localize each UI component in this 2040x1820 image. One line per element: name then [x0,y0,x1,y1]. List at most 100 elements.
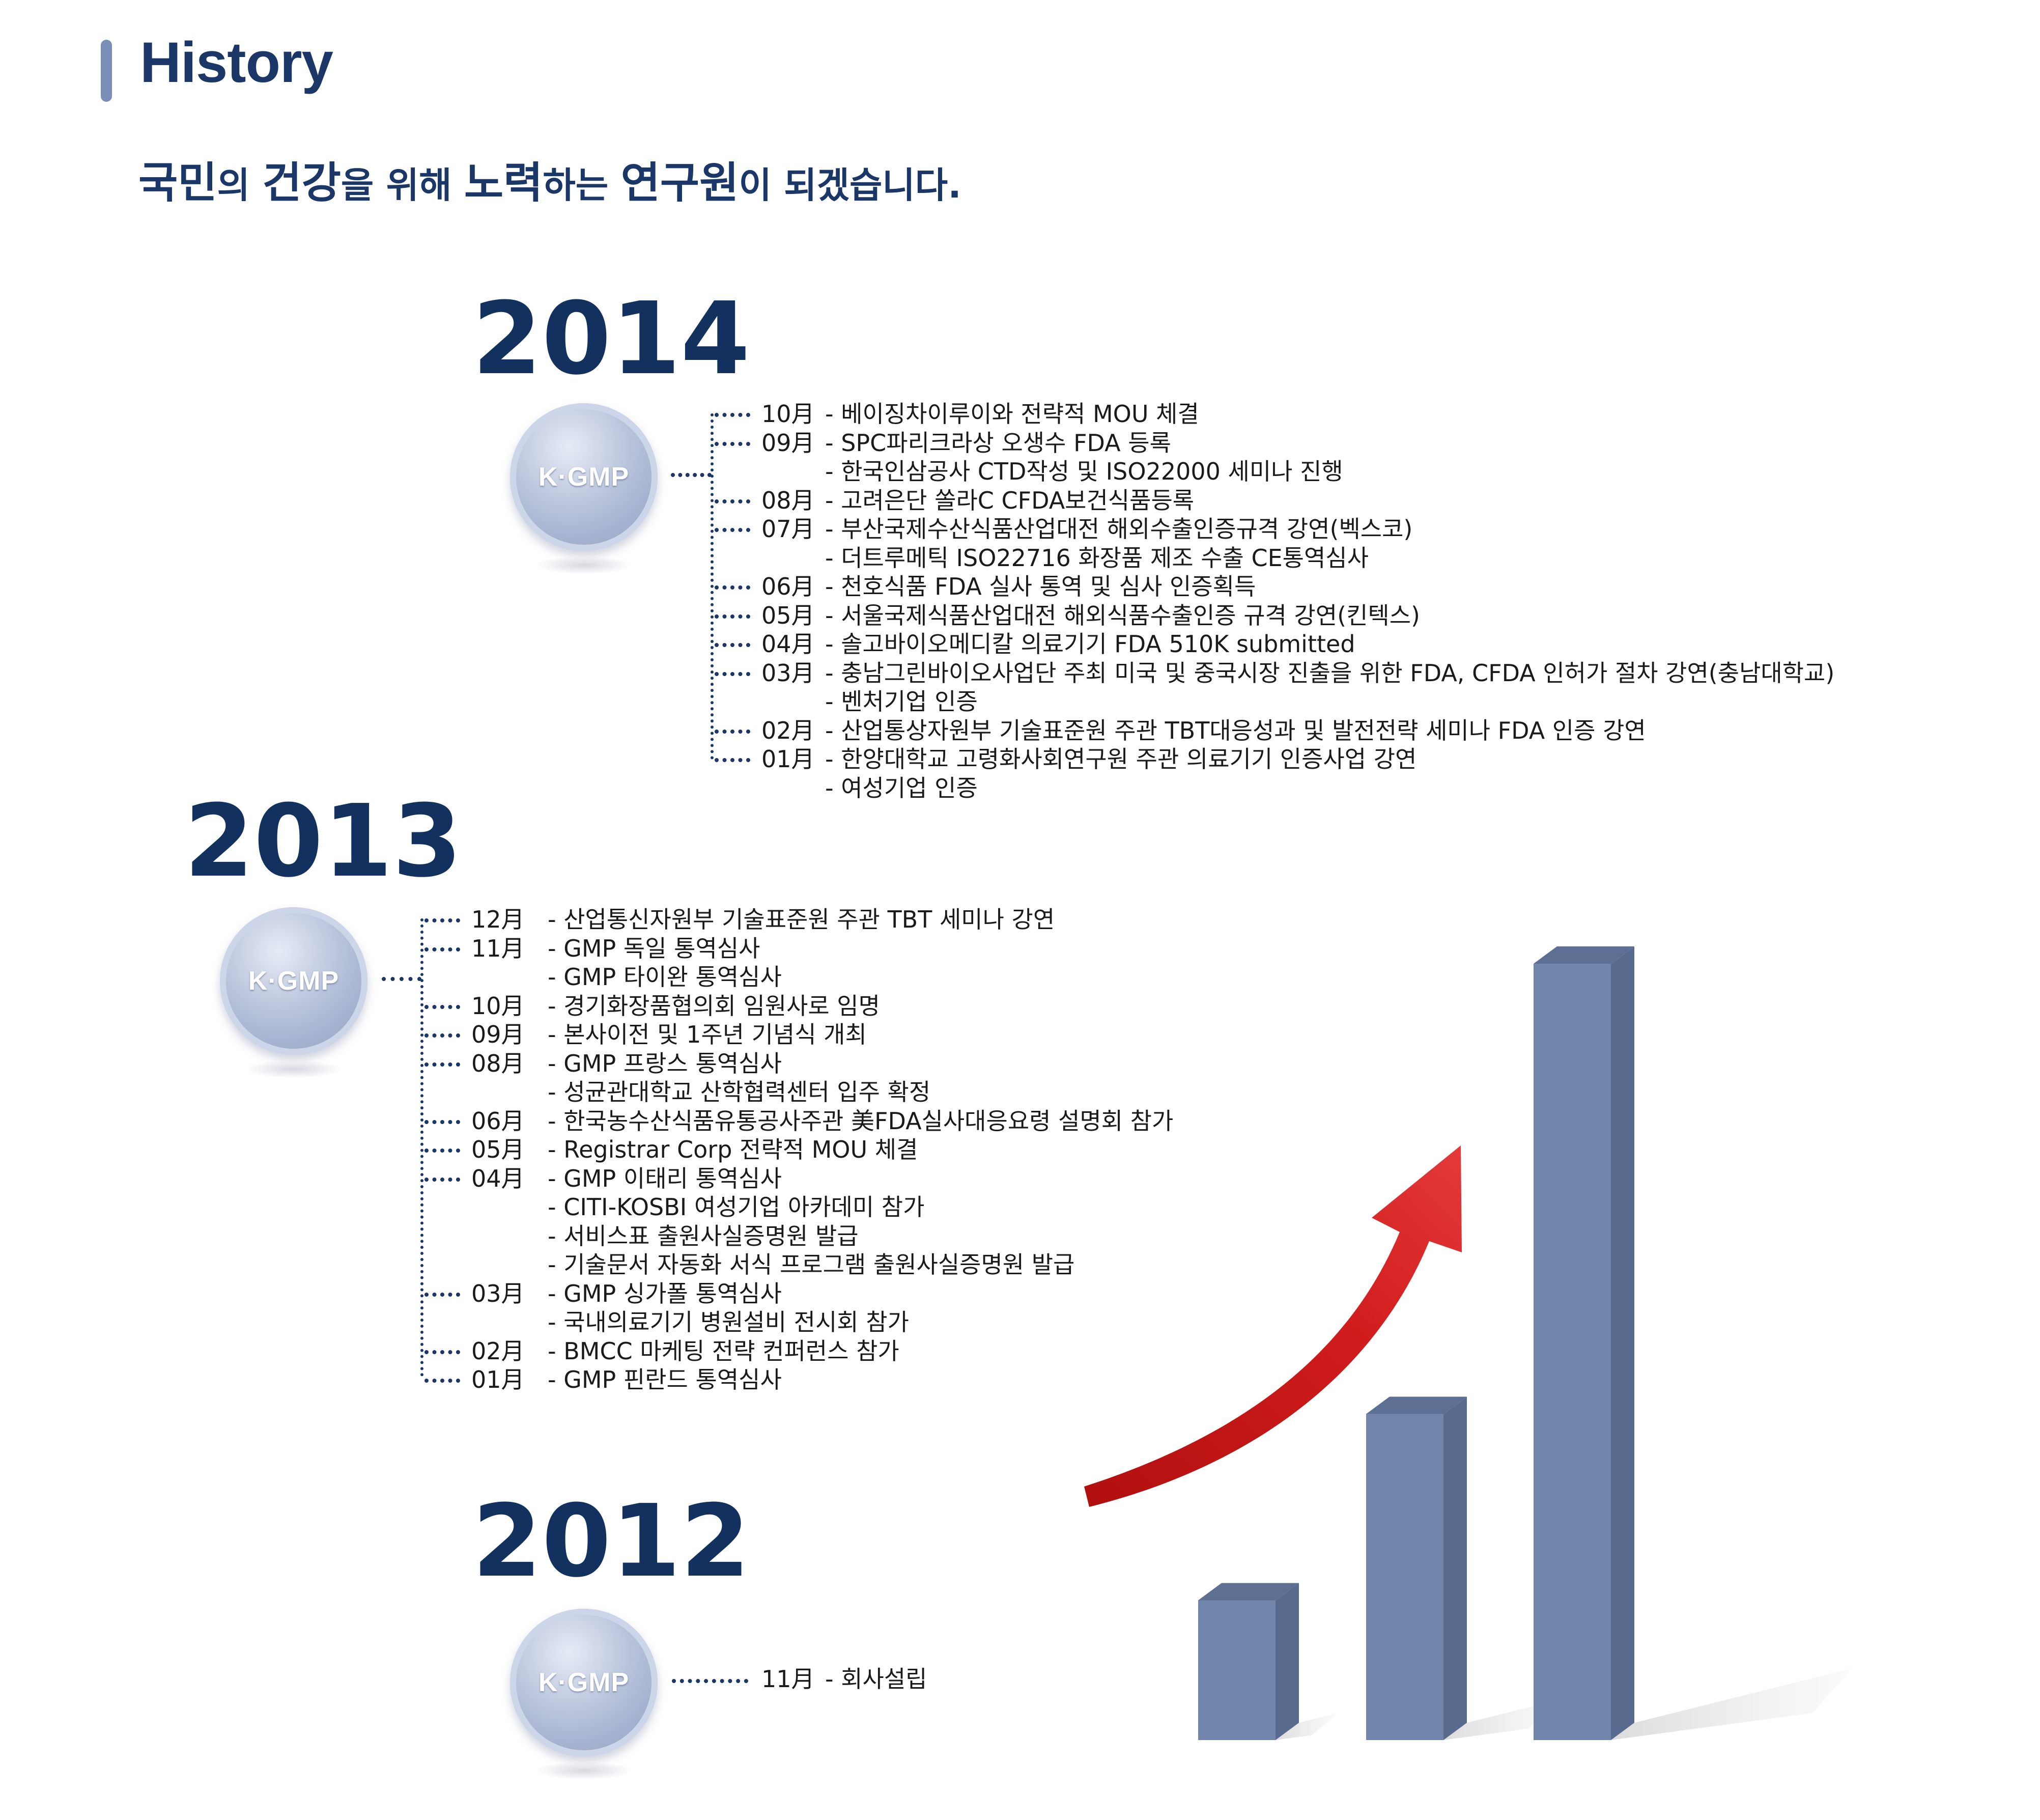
entry-text: - 서울국제식품산업대전 해외식품수출인증 규격 강연(킨텍스) [825,601,1420,629]
timeline-entry: - 더트루메틱 ISO22716 화장품 제조 수출 CE통역심사 [761,544,1834,573]
entry-month: 06月 [761,573,815,600]
connector-dots [382,977,421,981]
title-accent-bar [101,40,112,102]
entry-list: 10月 - 베이징차이루이와 전략적 MOU 체결 09月 - SPC파리크라상 오생… [715,400,1835,803]
entry-connector-dots [424,1062,460,1067]
entry-text: - 한국인삼공사 CTD작성 및 ISO22000 세미나 진행 [825,458,1343,485]
timeline-entry: 11月 - 회사설립 [761,1665,927,1694]
entry-text: - 한양대학교 고령화사회연구원 주관 의료기기 인증사업 강연 [825,745,1417,773]
entry-text: - SPC파리크라상 오생수 FDA 등록 [825,429,1171,457]
entry-text: - GMP 싱가폴 통역심사 [548,1279,782,1307]
entry-connector-dots [424,1149,460,1153]
growth-bar [1198,1600,1276,1740]
slogan-part: 을 위해 [341,164,464,206]
entry-connector-dots [715,441,750,446]
timeline-entry: 02月 - 산업통상자원부 기술표준원 주관 TBT대응성과 및 발전전략 세미나… [715,716,1834,745]
growth-bar-side [1276,1583,1299,1740]
entry-text: - 충남그린바이오사업단 주최 미국 및 중국시장 진출을 위한 FDA, CF… [825,659,1835,687]
kgmp-logo-text: K·GMP [538,462,630,492]
entry-connector-dots [715,729,750,734]
kgmp-badge: K·GMP [510,403,658,551]
timeline-entry: 11月 - GMP 독일 통역심사 [424,934,1173,963]
timeline-vertical-line [420,918,423,1377]
entry-connector-dots [715,671,750,676]
timeline-entry: - 여성기업 인증 [761,774,1834,803]
growth-bar-side [1611,946,1634,1740]
slogan-part: 연구원 [620,158,739,208]
timeline-entry: - 성균관대학교 산학협력센터 입주 확정 [471,1078,1173,1107]
entry-list: 12月 - 산업통신자원부 기술표준원 주관 TBT 세미나 강연 11月 - GMP… [424,905,1173,1394]
entry-month: 04月 [471,1164,525,1192]
entry-text: - GMP 핀란드 통역심사 [548,1366,782,1393]
entry-connector-dots [424,1004,460,1009]
entry-text: - 솔고바이오메디칼 의료기기 FDA 510K submitted [825,630,1355,658]
kgmp-badge: K·GMP [510,1609,658,1756]
timeline-entry: 03月 - 충남그린바이오사업단 주최 미국 및 중국시장 진출을 위한 FDA,… [715,659,1835,688]
slogan-part: 의 [217,164,263,206]
entry-text: - Registrar Corp 전략적 MOU 체결 [548,1136,918,1163]
timeline-entry: - 한국인삼공사 CTD작성 및 ISO22000 세미나 진행 [761,457,1834,486]
timeline-entry: - 벤처기업 인증 [761,687,1834,716]
timeline-entry: 02月 - BMCC 마케팅 전략 컨퍼런스 참가 [424,1337,1173,1366]
entry-text: - 기술문서 자동화 서식 프로그램 출원사실증명원 발급 [548,1251,1075,1278]
entry-connector-dots [424,1379,460,1383]
entry-month: 07月 [761,515,815,543]
timeline-entry: - GMP 타이완 통역심사 [471,963,1173,992]
entry-month: 09月 [471,1021,525,1048]
timeline-entry: 01月 - 한양대학교 고령화사회연구원 주관 의료기기 인증사업 강연 [715,745,1834,774]
entry-text: - 고려은단 쏠라C CFDA보건식품등록 [825,486,1195,514]
timeline-vertical-line [711,413,714,760]
timeline-entry: 06月 - 천호식품 FDA 실사 통역 및 심사 인증획득 [715,572,1834,601]
growth-bar-top [1366,1396,1467,1414]
entry-text: - GMP 프랑스 통역심사 [548,1049,782,1077]
entry-month: 03月 [761,659,815,687]
entry-connector-dots [424,1033,460,1038]
timeline-entry: 04月 - 솔고바이오메디칼 의료기기 FDA 510K submitted [715,630,1834,659]
kgmp-logo-text: K·GMP [248,966,339,996]
growth-arrow [1084,1145,1462,1507]
timeline-entry: - 국내의료기기 병원설비 전시회 참가 [471,1308,1173,1337]
entry-month: 05月 [471,1136,525,1163]
badge-shadow [248,1060,339,1078]
entry-connector-dots [424,947,460,951]
timeline-entry: - CITI-KOSBI 여성기업 아카데미 참가 [471,1193,1173,1222]
entry-month: 02月 [471,1337,525,1365]
entry-connector-dots [715,585,750,590]
timeline-entry: 09月 - 본사이전 및 1주년 기념식 개최 [424,1020,1173,1049]
entry-connector-dots [715,643,750,647]
entry-month: 10月 [761,400,815,428]
entry-text: - 본사이전 및 1주년 기념식 개최 [548,1021,867,1048]
slogan: 국민의 건강을 위해 노력하는 연구원이 되겠습니다. [138,149,961,210]
entry-text: - GMP 독일 통역심사 [548,934,760,962]
entry-month: 06月 [471,1107,525,1135]
entry-text: - 부산국제수산식품산업대전 해외수출인증규격 강연(벡스코) [825,515,1413,543]
growth-bar-top [1534,946,1634,964]
slogan-part: 하는 [543,164,621,206]
year-heading: 2013 [184,783,462,900]
entry-connector-dots [424,1350,460,1354]
timeline-entry: 04月 - GMP 이태리 통역심사 [424,1164,1173,1193]
entry-text: - 천호식품 FDA 실사 통역 및 심사 인증획득 [825,573,1256,600]
entry-text: - BMCC 마케팅 전략 컨퍼런스 참가 [548,1337,899,1365]
timeline-entry: 03月 - GMP 싱가폴 통역심사 [424,1279,1173,1308]
timeline-entry: 10月 - 경기화장품협의회 임원사로 임명 [424,992,1173,1021]
growth-bar [1366,1414,1443,1740]
entry-month: 11月 [761,1665,815,1693]
timeline-entry: 10月 - 베이징차이루이와 전략적 MOU 체결 [715,400,1834,429]
timeline-entry: 09月 - SPC파리크라상 오생수 FDA 등록 [715,429,1834,458]
timeline-entry: 08月 - GMP 프랑스 통역심사 [424,1049,1173,1078]
entry-month: 01月 [471,1366,525,1393]
timeline-entry: 01月 - GMP 핀란드 통역심사 [424,1365,1173,1394]
entry-text: - CITI-KOSBI 여성기업 아카데미 참가 [548,1193,925,1221]
entry-text: - 산업통신자원부 기술표준원 주관 TBT 세미나 강연 [548,906,1055,933]
entry-connector-dots [715,528,750,532]
slogan-part: 이 되겠습니다. [739,164,961,206]
entry-month: 02月 [761,716,815,744]
entry-text: - 여성기업 인증 [825,774,978,802]
page-title: History [140,31,333,94]
entry-text: - 경기화장품협의회 임원사로 임명 [548,992,880,1020]
entry-connector-dots [715,499,750,503]
bar-floor-shadow [1611,1668,1852,1740]
entry-connector-dots [424,1119,460,1124]
